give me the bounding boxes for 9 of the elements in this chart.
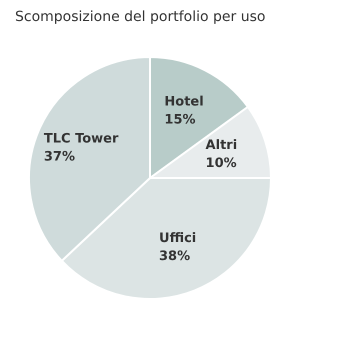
slice-label: Uffici <box>159 231 196 246</box>
slice-label: TLC Tower <box>44 132 120 147</box>
data-label: 10% <box>206 156 237 172</box>
slice-label: Hotel <box>164 94 204 110</box>
data-label: 15% <box>164 112 196 128</box>
slice-label: Altri <box>206 138 238 154</box>
chart-title: Scomposizione del portfolio per uso <box>15 9 266 25</box>
data-label: 37% <box>44 150 76 165</box>
data-label: 38% <box>159 249 190 264</box>
